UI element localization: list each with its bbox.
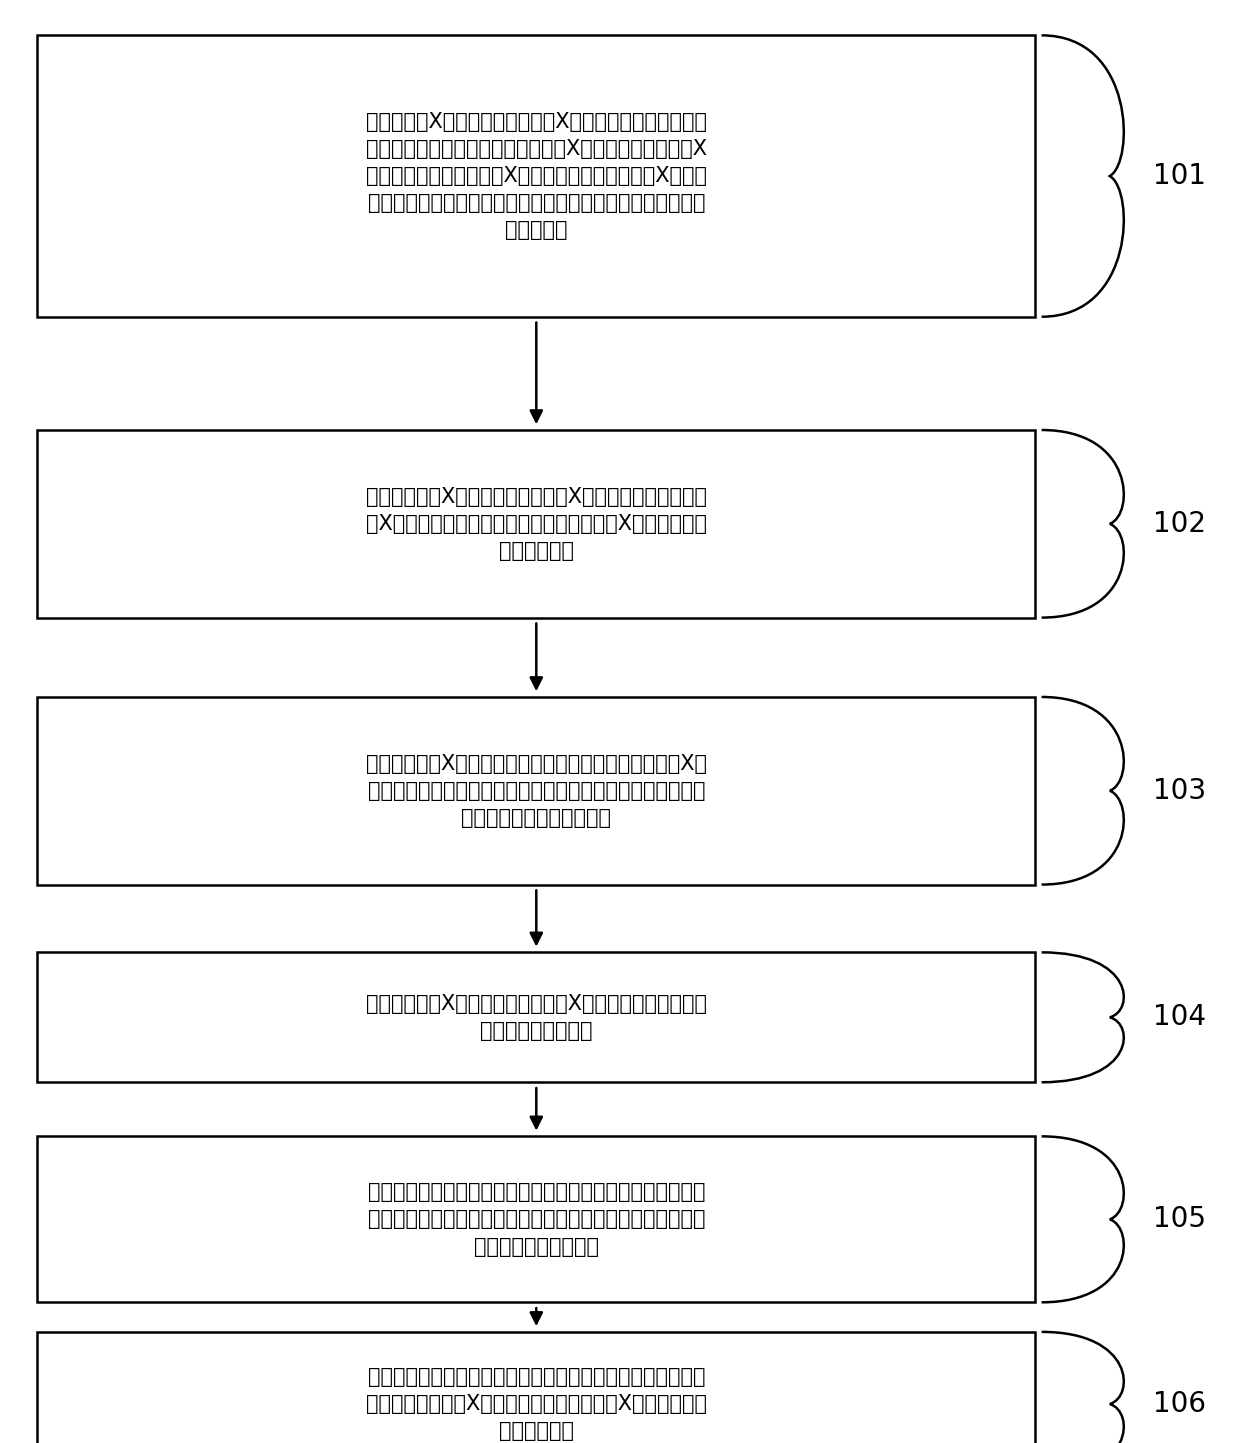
Text: 根据轴位乳腺肿块中心点坐标和轴位乳头坐标计算轴位乳头乳
腺间距，根据侧斜位乳腺肿块中心点坐标和侧斜位乳头坐标计
算侧斜位乳头乳腺间距: 根据轴位乳腺肿块中心点坐标和轴位乳头坐标计算轴位乳头乳 腺间距，根据侧斜位乳腺肿… bbox=[367, 1182, 706, 1257]
Text: 将轴位乳腺X线影像和侧斜位乳腺X线影像分别输入肿块检出
模型以获取肿块检出模型在轴位乳腺X线影像和侧斜位乳腺X
线影像中标出的轴位乳腺X线影像肿块和侧斜位乳腺X: 将轴位乳腺X线影像和侧斜位乳腺X线影像分别输入肿块检出 模型以获取肿块检出模型在… bbox=[366, 111, 707, 241]
Text: 106: 106 bbox=[1153, 1390, 1207, 1418]
Text: 103: 103 bbox=[1153, 776, 1207, 805]
Text: 102: 102 bbox=[1153, 509, 1207, 538]
Bar bbox=[37, 430, 1035, 618]
Text: 基于轴位乳腺X线影像和侧斜位乳腺X线影像分别确定轴位乳
腺X线影像的肿块轮廓坐标数据和侧斜位乳腺X线影像的肿块
轮廓坐标数据: 基于轴位乳腺X线影像和侧斜位乳腺X线影像分别确定轴位乳 腺X线影像的肿块轮廓坐标… bbox=[366, 486, 707, 561]
Text: 当轴位乳头乳腺间距和侧斜位乳头乳腺间距的差值小于预设值
时，确认轴位乳腺X线影像肿块与侧斜位乳腺X线影像肿块为
同一乳腺肿块: 当轴位乳头乳腺间距和侧斜位乳头乳腺间距的差值小于预设值 时，确认轴位乳腺X线影像… bbox=[366, 1367, 707, 1442]
Bar bbox=[37, 697, 1035, 885]
Bar bbox=[37, 1332, 1035, 1443]
Text: 101: 101 bbox=[1153, 162, 1207, 190]
Bar bbox=[37, 952, 1035, 1082]
Text: 104: 104 bbox=[1153, 1003, 1207, 1032]
Text: 基于轴位乳腺X线影像和侧斜位乳腺X线影像获取轴位乳头坐
标和侧斜位乳头坐标: 基于轴位乳腺X线影像和侧斜位乳腺X线影像获取轴位乳头坐 标和侧斜位乳头坐标 bbox=[366, 994, 707, 1040]
Text: 105: 105 bbox=[1153, 1205, 1207, 1234]
Bar bbox=[37, 35, 1035, 316]
Text: 基于轴位乳腺X线影像的肿块轮廓坐标数据和侧斜位乳腺X线
影像的肿块轮廓坐标数据分别确定轴位乳腺肿块中心点坐标和
侧斜位乳腺肿块中心点坐标: 基于轴位乳腺X线影像的肿块轮廓坐标数据和侧斜位乳腺X线 影像的肿块轮廓坐标数据分… bbox=[366, 753, 707, 828]
Bar bbox=[37, 1137, 1035, 1302]
